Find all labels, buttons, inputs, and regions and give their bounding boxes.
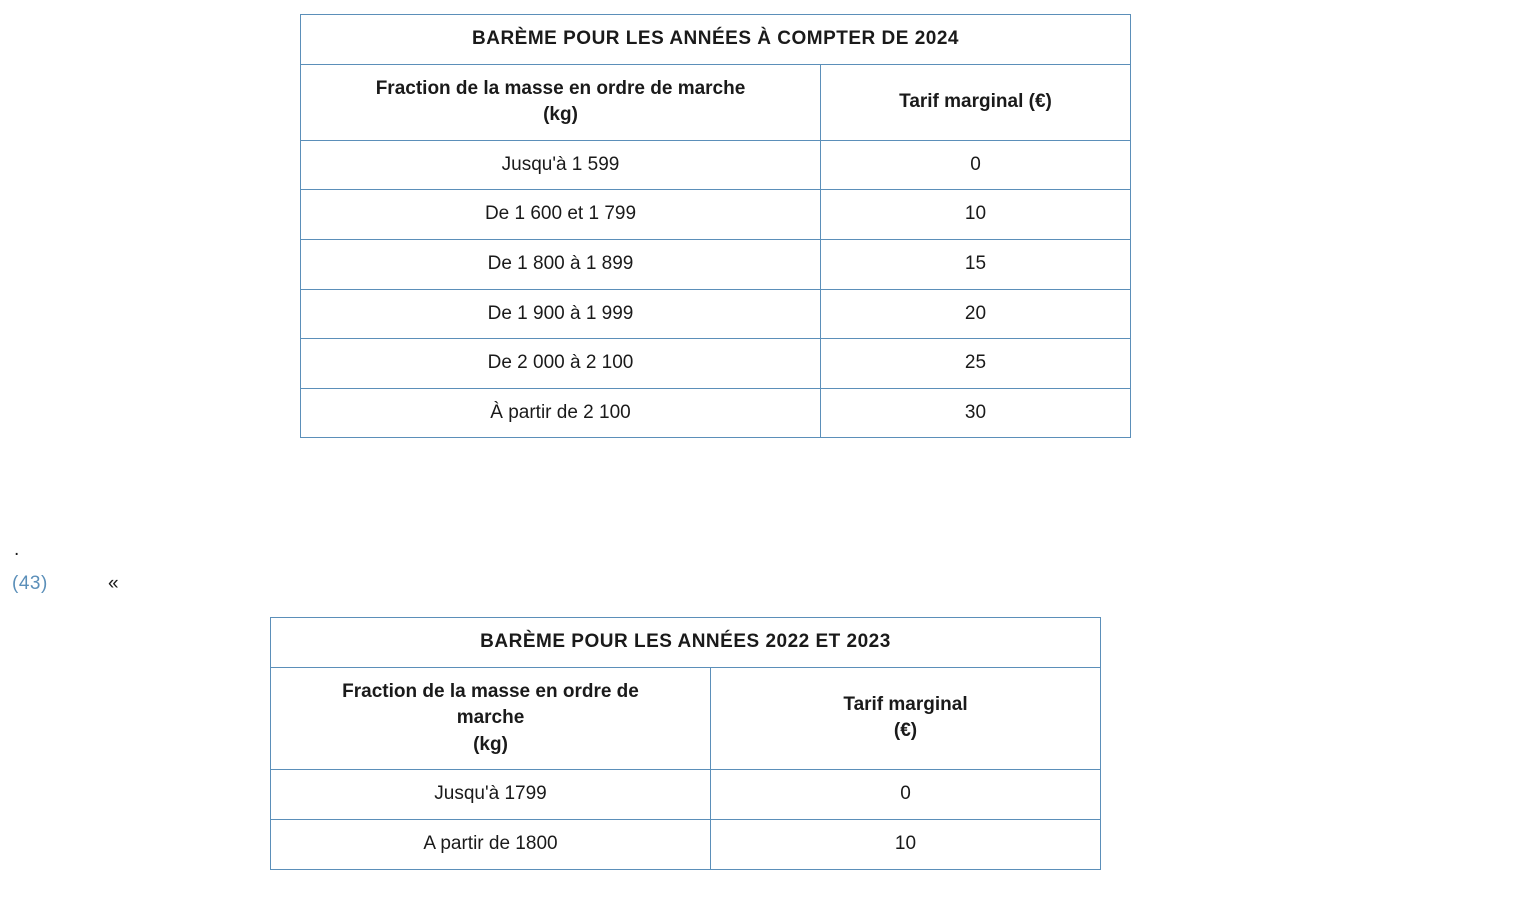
cell-mass: De 2 000 à 2 100 (301, 339, 821, 389)
cell-mass: A partir de 1800 (271, 819, 711, 869)
table-row: De 1 800 à 1 899 15 (301, 239, 1131, 289)
table2-col1-head: Fraction de la masse en ordre de marche … (271, 667, 711, 770)
cell-mass: De 1 800 à 1 899 (301, 239, 821, 289)
cell-rate: 0 (821, 140, 1131, 190)
cell-rate: 15 (821, 239, 1131, 289)
table-bareme-2024: BARÈME POUR LES ANNÉES À COMPTER DE 2024… (300, 14, 1131, 438)
table-row: De 1 900 à 1 999 20 (301, 289, 1131, 339)
table1-col1-head: Fraction de la masse en ordre de marche … (301, 64, 821, 140)
table-row: À partir de 2 100 30 (301, 388, 1131, 438)
table-row: De 2 000 à 2 100 25 (301, 339, 1131, 389)
table-row: A partir de 1800 10 (271, 819, 1101, 869)
table1-col2-head: Tarif marginal (€) (821, 64, 1131, 140)
cell-rate: 20 (821, 289, 1131, 339)
cell-mass: De 1 900 à 1 999 (301, 289, 821, 339)
cell-mass: De 1 600 et 1 799 (301, 190, 821, 240)
table2-col2-line1: Tarif marginal (843, 694, 967, 715)
table1-col1-line2: (kg) (311, 102, 810, 129)
cell-rate: 30 (821, 388, 1131, 438)
table2-col2-line2: (€) (721, 718, 1090, 745)
cell-rate: 0 (711, 770, 1101, 820)
table1-title: BARÈME POUR LES ANNÉES À COMPTER DE 2024 (301, 15, 1131, 65)
table2-col1-line1: Fraction de la masse en ordre de (342, 681, 639, 702)
reference-marker-43: (43) (12, 573, 48, 595)
table2-col1-line2: marche (281, 705, 700, 732)
page: . (43) « BARÈME POUR LES ANNÉES À COMPTE… (0, 0, 1520, 916)
table-row: Jusqu'à 1 599 0 (301, 140, 1131, 190)
table-bareme-2022-2023: BARÈME POUR LES ANNÉES 2022 ET 2023 Frac… (270, 617, 1101, 870)
table-row: De 1 600 et 1 799 10 (301, 190, 1131, 240)
table2-col2-head: Tarif marginal (€) (711, 667, 1101, 770)
table2-col1-line3: (kg) (281, 732, 700, 759)
cell-mass: Jusqu'à 1 599 (301, 140, 821, 190)
table1-col1-line1: Fraction de la masse en ordre de marche (376, 78, 746, 99)
punct-period: . (14, 539, 19, 561)
punct-open-guillemet: « (108, 573, 119, 595)
cell-mass: À partir de 2 100 (301, 388, 821, 438)
cell-rate: 25 (821, 339, 1131, 389)
cell-rate: 10 (821, 190, 1131, 240)
table-row: Jusqu'à 1799 0 (271, 770, 1101, 820)
cell-mass: Jusqu'à 1799 (271, 770, 711, 820)
cell-rate: 10 (711, 819, 1101, 869)
table2-title: BARÈME POUR LES ANNÉES 2022 ET 2023 (271, 618, 1101, 668)
